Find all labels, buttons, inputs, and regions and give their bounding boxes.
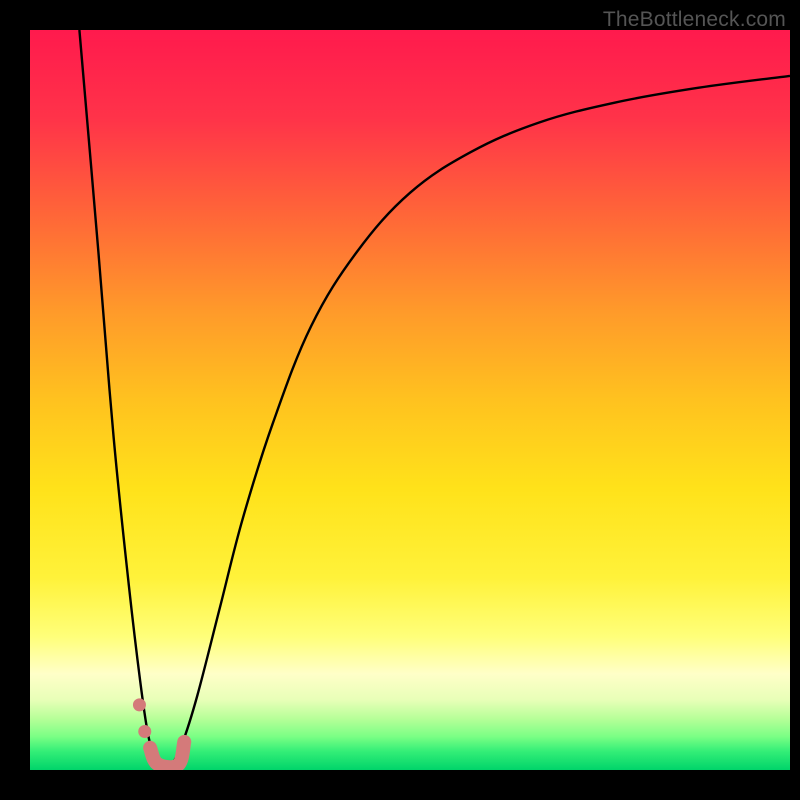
bottleneck-chart xyxy=(30,30,790,770)
optimal-dot xyxy=(138,725,151,738)
chart-container xyxy=(30,30,790,770)
optimal-dot xyxy=(133,698,146,711)
gradient-background xyxy=(30,30,790,770)
watermark-text: TheBottleneck.com xyxy=(603,8,786,32)
